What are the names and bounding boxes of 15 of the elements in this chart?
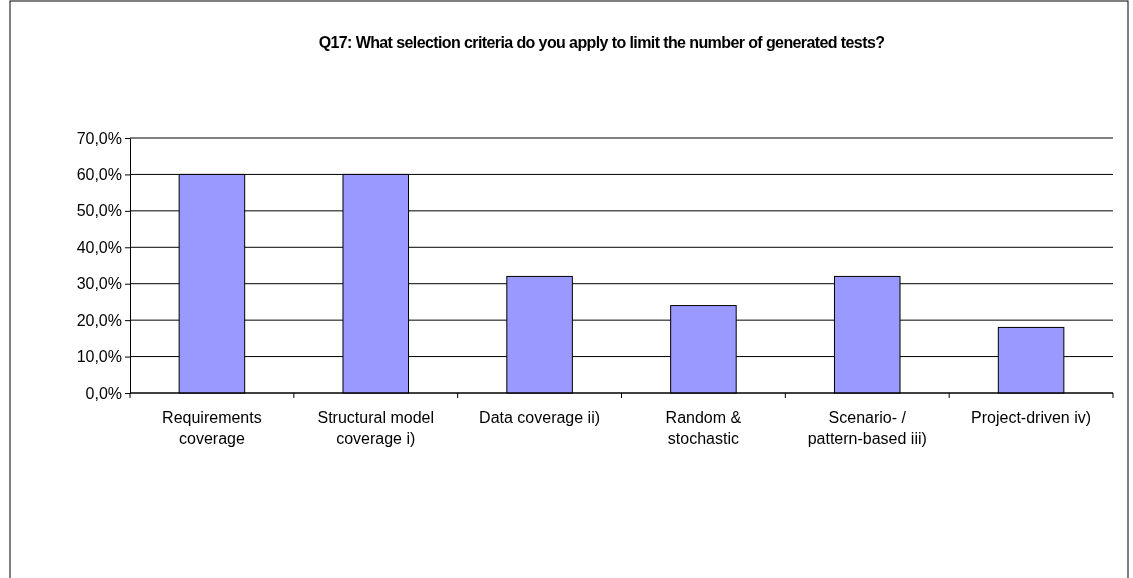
y-tick-label: 50,0% (76, 202, 122, 220)
x-tick-label: Data coverage ii) (479, 409, 601, 426)
y-tick-label: 20,0% (76, 311, 122, 329)
y-tick-label: 70,0% (76, 129, 122, 147)
y-tick-label: 40,0% (76, 238, 122, 256)
y-tick-label: 60,0% (76, 166, 122, 184)
y-tick-label: 10,0% (76, 348, 122, 366)
x-tick-label: Structural model coverage i) (317, 409, 434, 447)
y-tick-label: 0,0% (85, 384, 122, 402)
x-tick-label: Random & stochastic (665, 409, 742, 447)
x-tick-label: Requirements coverage (162, 409, 262, 447)
y-tick-label: 30,0% (76, 275, 122, 293)
x-tick-label: Scenario- / pattern-based iii) (807, 409, 927, 447)
chart-title: Q17: What selection criteria do you apply to limit the number of generated tests? (318, 34, 885, 51)
x-tick-label: Project-driven iv) (971, 409, 1092, 426)
